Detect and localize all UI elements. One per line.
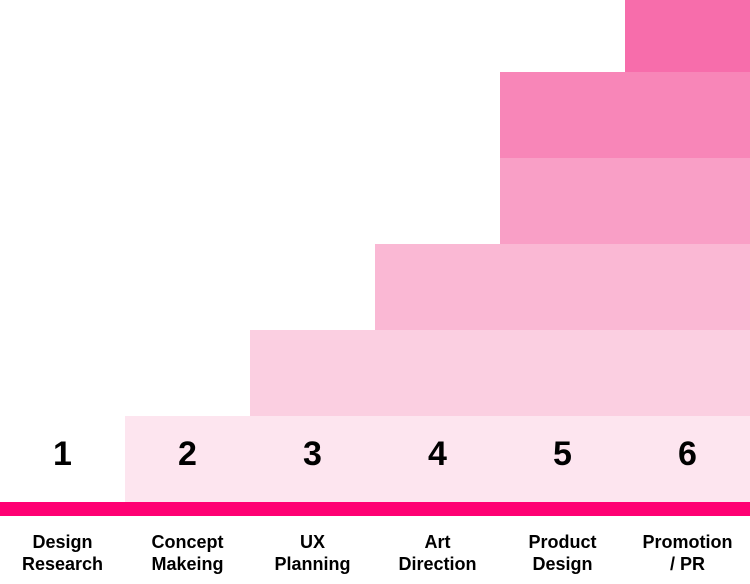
bar-cell xyxy=(375,330,500,416)
column-5: 5 Product Design xyxy=(500,0,625,584)
column-number: 5 xyxy=(500,435,625,474)
baseline-strip xyxy=(250,502,375,516)
baseline-strip xyxy=(500,502,625,516)
baseline-strip xyxy=(125,502,250,516)
column-label: Product Design xyxy=(500,516,625,584)
bar-cell xyxy=(625,158,750,244)
column-2: 2 Concept Makeing xyxy=(125,0,250,584)
staircase-chart: 1 Design Research 2 Concept Makeing 3 UX Plan… xyxy=(0,0,750,584)
column-number: 3 xyxy=(250,435,375,474)
bar-stack: 3 xyxy=(250,0,375,502)
baseline-strip xyxy=(375,502,500,516)
columns-row: 1 Design Research 2 Concept Makeing 3 UX Plan… xyxy=(0,0,750,584)
bar-cell xyxy=(625,0,750,72)
bar-cell xyxy=(250,330,375,416)
bar-stack: 2 xyxy=(125,0,250,502)
column-label: Concept Makeing xyxy=(125,516,250,584)
column-number: 2 xyxy=(125,435,250,474)
bar-cell xyxy=(500,330,625,416)
bar-stack: 1 xyxy=(0,0,125,502)
bar-stack: 6 xyxy=(625,0,750,502)
baseline-strip xyxy=(625,502,750,516)
column-3: 3 UX Planning xyxy=(250,0,375,584)
column-1: 1 Design Research xyxy=(0,0,125,584)
column-label: Promotion / PR xyxy=(625,516,750,584)
bar-cell xyxy=(500,158,625,244)
bar-cell xyxy=(500,72,625,158)
column-4: 4 Art Direction xyxy=(375,0,500,584)
bar-stack: 5 xyxy=(500,0,625,502)
bar-cell xyxy=(625,244,750,330)
bar-cell xyxy=(625,330,750,416)
column-label: UX Planning xyxy=(250,516,375,584)
bar-cell xyxy=(625,72,750,158)
column-label: Design Research xyxy=(0,516,125,584)
column-6: 6 Promotion / PR xyxy=(625,0,750,584)
column-number: 1 xyxy=(0,435,125,474)
bar-cell xyxy=(375,244,500,330)
column-label: Art Direction xyxy=(375,516,500,584)
column-number: 4 xyxy=(375,435,500,474)
baseline-strip xyxy=(0,502,125,516)
bar-stack: 4 xyxy=(375,0,500,502)
column-number: 6 xyxy=(625,435,750,474)
bar-cell xyxy=(500,244,625,330)
